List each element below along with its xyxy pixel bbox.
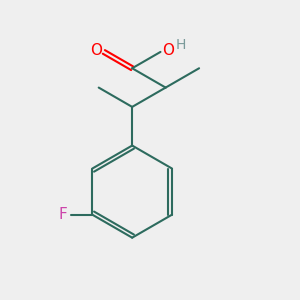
Text: O: O	[90, 43, 102, 58]
Text: F: F	[59, 207, 68, 222]
Text: O: O	[162, 43, 174, 58]
Text: H: H	[176, 38, 186, 52]
